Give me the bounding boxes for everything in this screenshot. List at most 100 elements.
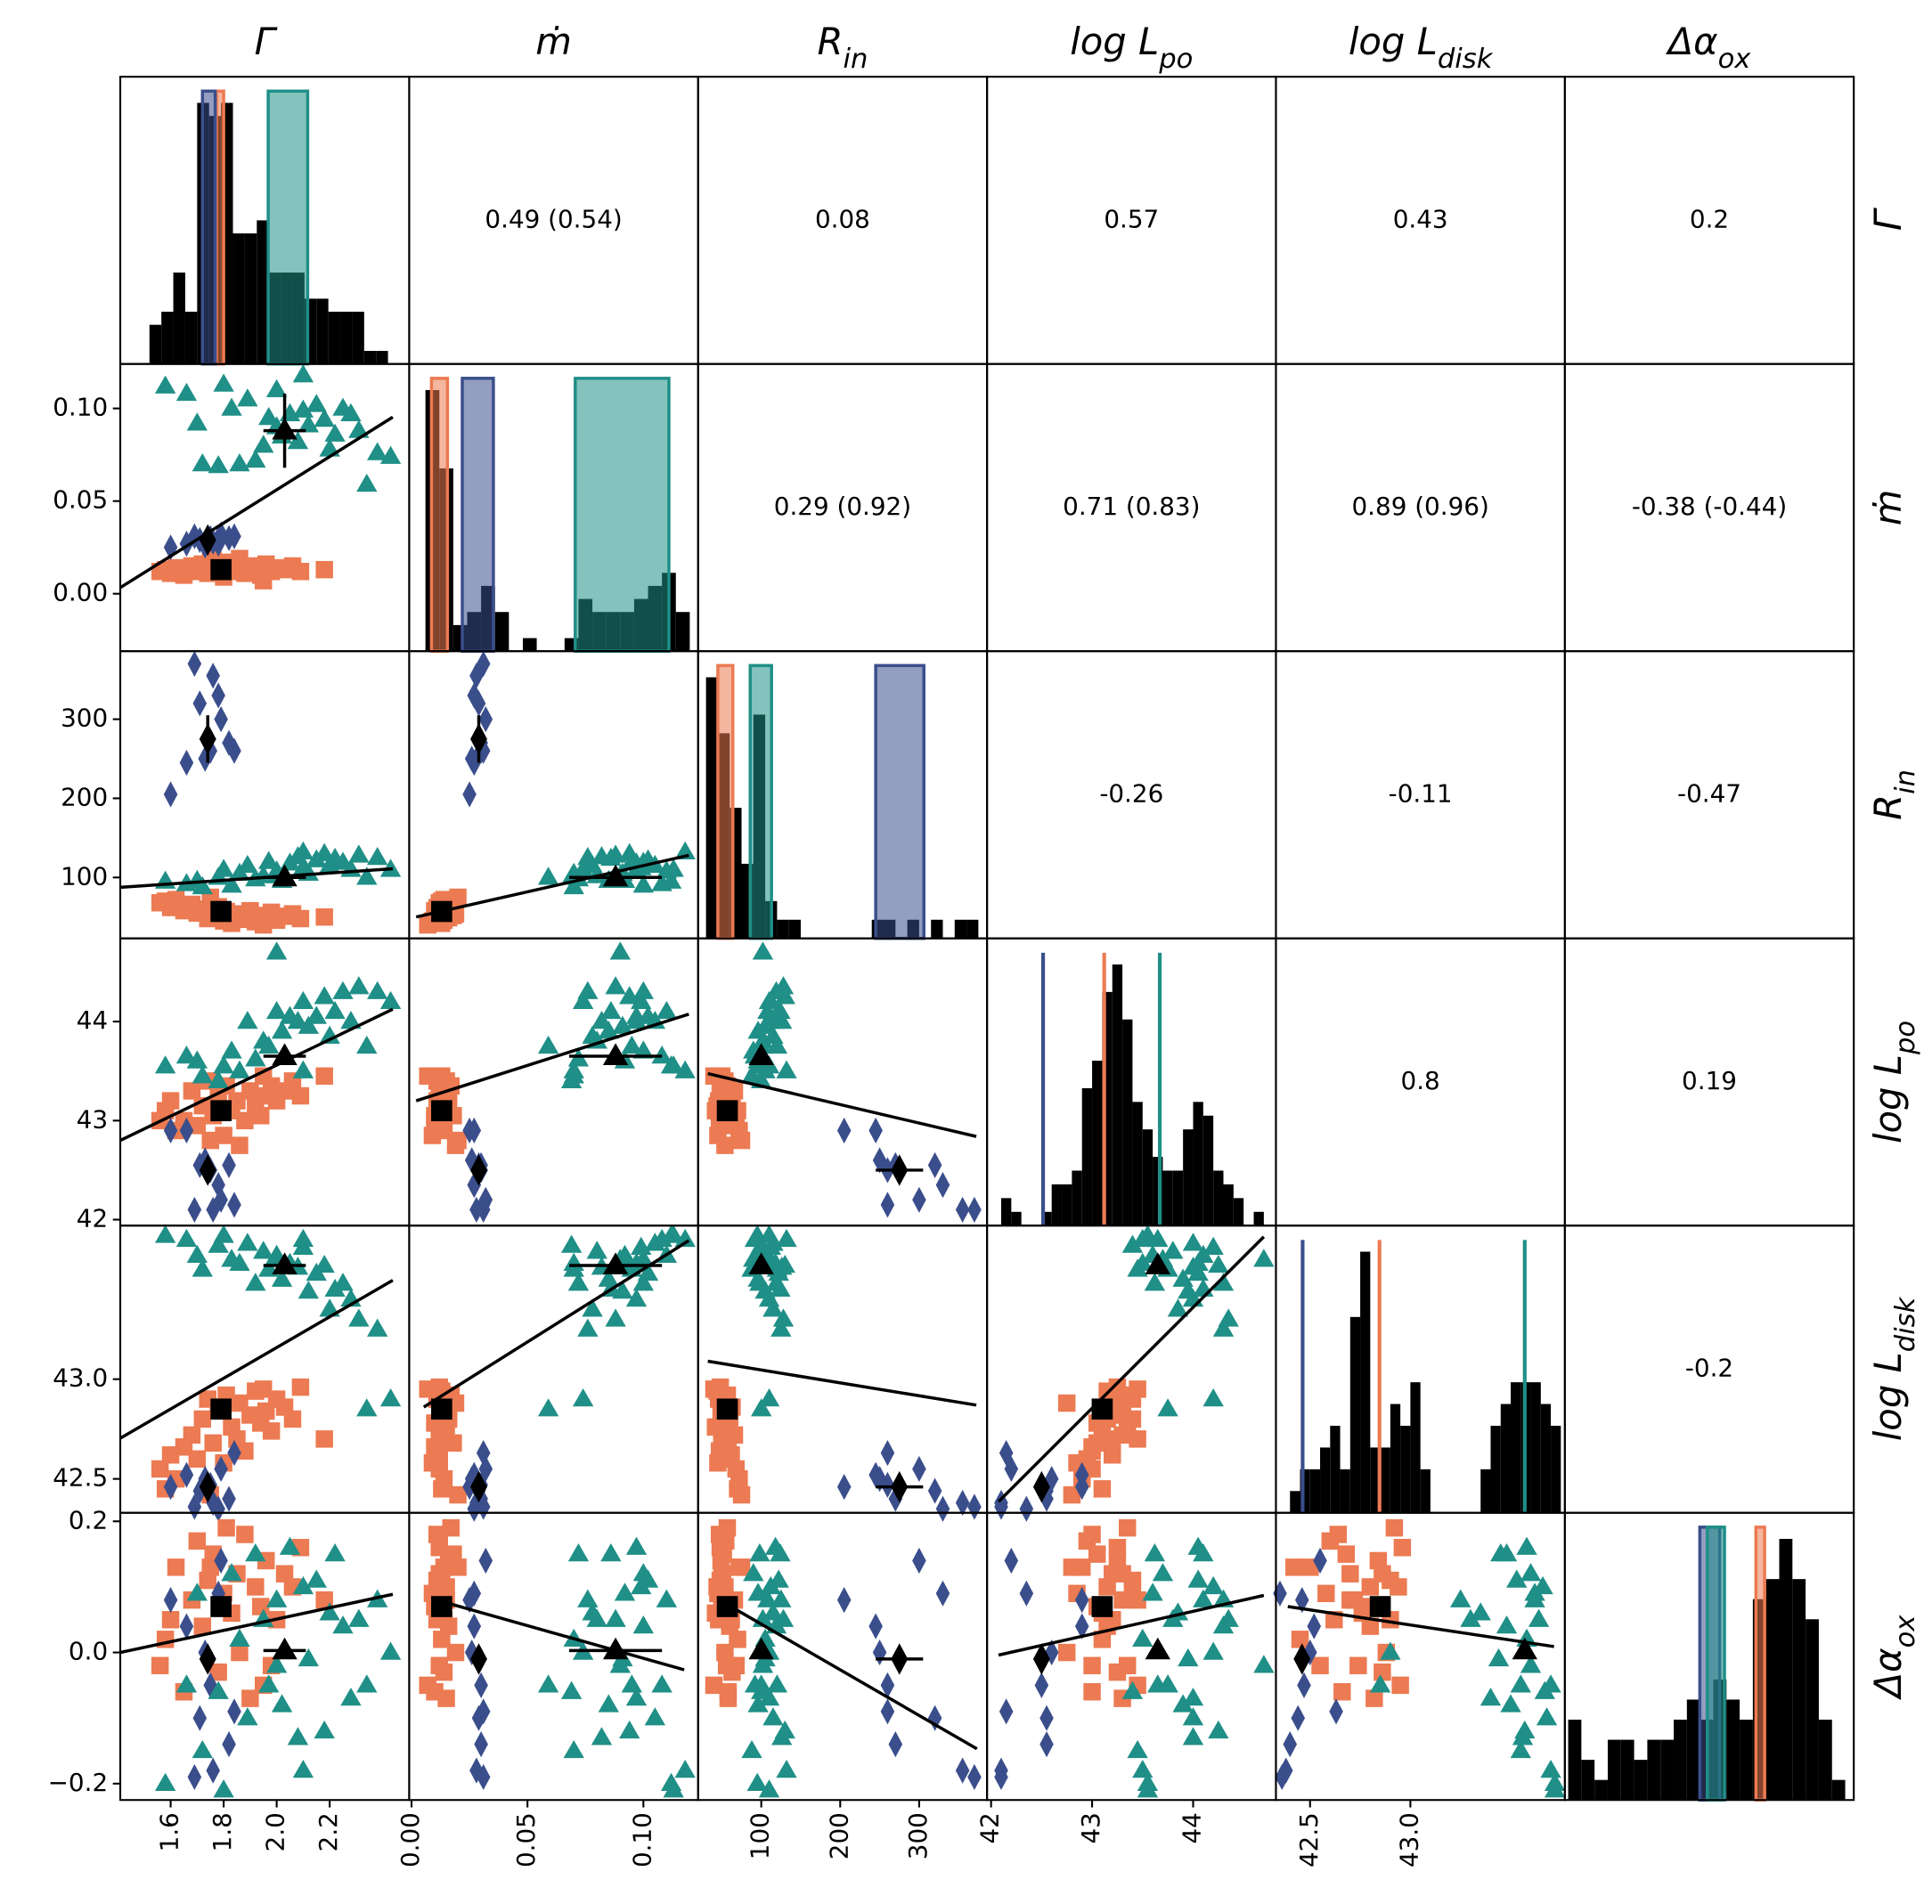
data-point (245, 449, 266, 468)
data-point (1341, 1565, 1359, 1583)
data-point (208, 1680, 229, 1699)
data-point (306, 1569, 327, 1588)
histogram-bar (1062, 1184, 1072, 1226)
data-point (1536, 1707, 1558, 1726)
data-point (762, 1025, 784, 1044)
data-point (1390, 1578, 1407, 1596)
panel-frame (697, 1511, 989, 1802)
data-point (656, 1589, 678, 1607)
data-point (770, 1543, 791, 1562)
group-band (748, 663, 773, 940)
group-mean (210, 900, 232, 923)
data-point (1157, 1398, 1178, 1417)
data-point (231, 1136, 249, 1154)
label-main: Δα (1866, 1648, 1910, 1700)
data-point (474, 1731, 488, 1758)
data-point (199, 1571, 216, 1590)
data-point (208, 455, 229, 474)
data-point (1182, 1707, 1204, 1726)
data-point (1167, 1298, 1189, 1317)
data-point (537, 1398, 559, 1417)
data-point (1144, 1543, 1166, 1562)
data-point (187, 1196, 202, 1224)
data-point (187, 650, 202, 678)
group-mean (272, 417, 298, 440)
data-point (1063, 1485, 1081, 1504)
data-point (1380, 1641, 1401, 1660)
data-point (582, 1298, 603, 1317)
data-point (315, 1067, 333, 1086)
data-point (967, 1196, 982, 1224)
y-tick-label: 43 (77, 1104, 108, 1134)
x-tick-label: 2.0 (261, 1812, 290, 1851)
data-point (379, 990, 402, 1010)
data-point (467, 1580, 482, 1607)
data-point (253, 435, 274, 453)
data-point (1108, 1378, 1127, 1396)
y-tick-label: −0.2 (48, 1768, 109, 1797)
data-point (437, 1689, 455, 1707)
fit-line (415, 1013, 689, 1103)
data-point (1341, 1591, 1359, 1609)
group-mean (199, 1643, 216, 1675)
x-tick-label: 0.10 (627, 1812, 656, 1867)
data-point (750, 1398, 772, 1417)
correlation: -0.11 (1389, 778, 1453, 808)
histogram-bar (788, 919, 801, 939)
data-point (356, 1674, 378, 1693)
fit-line (997, 1235, 1266, 1503)
data-point (741, 1739, 762, 1759)
histogram-bar (1102, 991, 1113, 1226)
data-point (476, 650, 491, 678)
data-point (213, 858, 234, 877)
data-point (732, 1131, 751, 1150)
histogram-bar (1112, 964, 1123, 1226)
data-point (758, 1779, 780, 1798)
data-point (912, 1547, 926, 1574)
label-main: log L (1070, 20, 1159, 63)
data-point (567, 1543, 590, 1562)
data-point (208, 1234, 229, 1253)
data-point (227, 1698, 241, 1725)
variable-label: ṁ (1866, 490, 1910, 526)
data-point (237, 388, 258, 407)
histogram-bar (316, 298, 329, 364)
panel-frame (119, 362, 411, 653)
variable-label: ṁ (535, 20, 572, 63)
y-tick-label: 0.00 (53, 578, 108, 607)
histogram-bar (954, 919, 967, 939)
group-mean (891, 1643, 909, 1675)
y-tick-label: 44 (77, 1005, 108, 1035)
data-point (935, 1495, 950, 1522)
histogram-bar (1349, 1316, 1361, 1513)
data-point (651, 1674, 673, 1693)
data-point (332, 1273, 354, 1291)
data-point (435, 1469, 453, 1488)
correlation: 0.8 (1401, 1066, 1440, 1095)
histogram-bar (328, 312, 341, 364)
histogram-bar (675, 612, 690, 652)
data-point (175, 1045, 198, 1064)
data-point (563, 1252, 584, 1271)
y-tick-label: 300 (61, 704, 108, 733)
histogram-bar (1792, 1579, 1806, 1801)
group-mean (272, 864, 298, 887)
data-point (258, 850, 280, 869)
data-point (868, 1117, 883, 1144)
data-point (464, 1466, 479, 1493)
data-point (1202, 1387, 1224, 1407)
data-point (1093, 1631, 1112, 1648)
data-point (1365, 1689, 1383, 1707)
group-mean (470, 1154, 487, 1186)
label-main: ṁ (1866, 490, 1910, 526)
data-point (1019, 1495, 1034, 1522)
data-point (1385, 1518, 1404, 1537)
histogram-bar (1674, 1720, 1687, 1801)
data-point (433, 1067, 451, 1086)
data-point (609, 941, 631, 960)
data-point (332, 1615, 354, 1634)
data-point (1127, 1739, 1148, 1759)
data-point (187, 1763, 202, 1791)
data-point (469, 663, 484, 689)
group-band (1706, 1526, 1726, 1802)
